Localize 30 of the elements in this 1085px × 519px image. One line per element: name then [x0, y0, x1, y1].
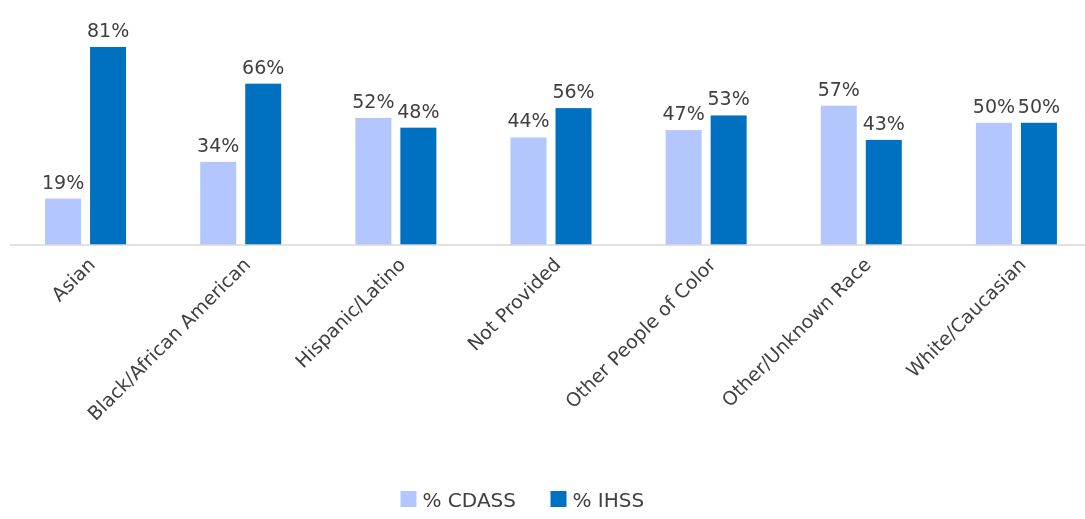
bar [90, 47, 127, 245]
data-label: 34% [197, 133, 240, 156]
bar [820, 105, 857, 245]
data-label: 66% [242, 55, 285, 78]
bar [865, 139, 902, 245]
bar [200, 161, 237, 245]
data-label: 50% [972, 94, 1016, 117]
data-label: 56% [552, 80, 595, 103]
bar [975, 122, 1012, 245]
bar [555, 108, 592, 245]
bar [510, 137, 547, 245]
bar [710, 115, 747, 245]
bar [400, 127, 437, 245]
bar [665, 130, 702, 245]
data-label: 53% [707, 87, 750, 110]
legend-label: % CDASS [422, 488, 516, 512]
data-label: 19% [41, 170, 85, 193]
data-label: 47% [662, 102, 705, 125]
legend-label: % IHSS [572, 488, 645, 512]
data-label: 57% [817, 77, 860, 100]
bar [1020, 122, 1057, 245]
data-label: 48% [397, 99, 440, 122]
data-label: 52% [352, 89, 395, 112]
bar [355, 117, 392, 245]
data-label: 44% [507, 109, 550, 132]
bar [245, 83, 282, 245]
data-label: 81% [86, 19, 130, 41]
bar [45, 198, 82, 245]
data-label: 43% [862, 111, 905, 134]
data-label: 50% [1017, 94, 1061, 117]
